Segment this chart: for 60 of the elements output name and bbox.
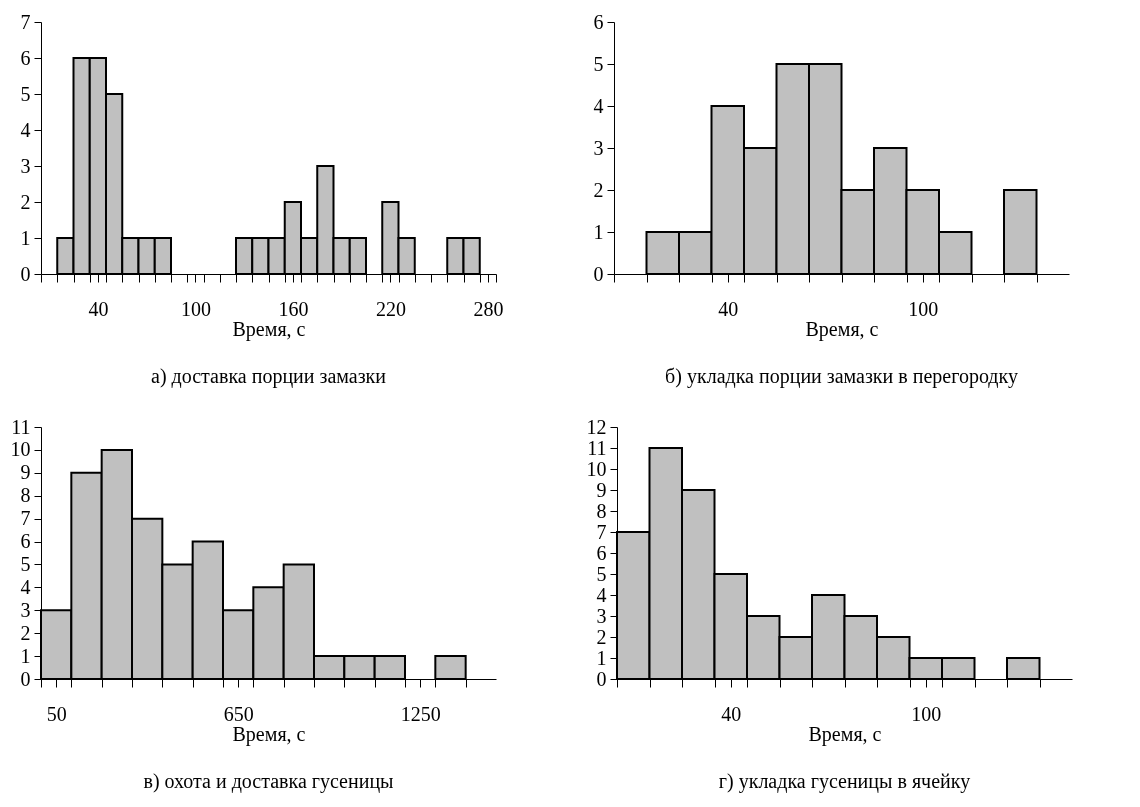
- y-tick-label: 5: [596, 562, 607, 585]
- x-axis-title: Время, с: [805, 317, 879, 341]
- y-tick-label: 11: [11, 415, 31, 438]
- text: г) укладка гусеницы в ячейку: [718, 770, 971, 793]
- y-tick-label: 0: [20, 262, 31, 285]
- x-tick-label: 1250: [400, 702, 441, 725]
- x-axis-title: Время, с: [232, 317, 306, 341]
- x-tick-label: 220: [375, 297, 406, 320]
- y-tick-label: 9: [20, 461, 31, 484]
- y-tick-label: 7: [20, 507, 31, 530]
- text: в) охота и доставка гусеницы: [143, 770, 394, 793]
- y-tick-label: 7: [596, 520, 607, 543]
- y-tick-label: 8: [20, 484, 31, 507]
- y-tick-label: 1: [20, 226, 31, 249]
- y-tick-label: 0: [593, 262, 604, 285]
- y-tick-label: 3: [20, 154, 31, 177]
- x-tick-label: 100: [908, 297, 939, 320]
- x-tick-label: 50: [46, 702, 67, 725]
- y-tick-label: 3: [596, 604, 607, 627]
- y-tick-label: 10: [10, 438, 31, 461]
- x-tick-label: 160: [278, 297, 309, 320]
- y-tick-label: 6: [20, 530, 31, 553]
- y-tick-label: 8: [596, 499, 607, 522]
- y-tick-label: 1: [593, 220, 604, 243]
- y-tick-label: 5: [20, 552, 31, 575]
- y-tick-label: 1: [20, 644, 31, 667]
- y-tick-label: 10: [586, 457, 607, 480]
- x-tick-label: 650: [223, 702, 254, 725]
- x-tick-label: 40: [718, 297, 739, 320]
- y-tick-label: 6: [20, 46, 31, 69]
- x-tick-label: 40: [721, 702, 742, 725]
- y-tick-label: 6: [593, 10, 604, 33]
- x-axis-title: Время, с: [232, 722, 306, 746]
- y-tick-label: 4: [596, 583, 607, 606]
- y-tick-label: 2: [20, 190, 31, 213]
- y-tick-label: 6: [596, 541, 607, 564]
- x-tick-label: 100: [180, 297, 211, 320]
- y-tick-label: 3: [593, 136, 604, 159]
- y-tick-label: 4: [20, 575, 31, 598]
- y-tick-label: 5: [20, 82, 31, 105]
- y-tick-label: 2: [20, 621, 31, 644]
- y-tick-label: 0: [20, 667, 31, 690]
- text: а) доставка порции замазки: [151, 365, 387, 388]
- y-tick-label: 2: [593, 178, 604, 201]
- y-tick-label: 4: [593, 94, 604, 117]
- y-tick-label: 2: [596, 625, 607, 648]
- y-tick-label: 9: [596, 478, 607, 501]
- y-tick-label: 4: [20, 118, 31, 141]
- x-tick-label: 100: [911, 702, 942, 725]
- x-tick-label: 280: [473, 297, 504, 320]
- y-tick-label: 0: [596, 667, 607, 690]
- y-tick-label: 1: [596, 646, 607, 669]
- x-axis-title: Время, с: [808, 722, 882, 746]
- y-tick-label: 7: [20, 10, 31, 33]
- y-tick-label: 12: [586, 415, 607, 438]
- x-tick-label: 40: [88, 297, 109, 320]
- y-tick-label: 5: [593, 52, 604, 75]
- text: б) укладка порции замазки в перегородку: [665, 365, 1018, 388]
- y-tick-label: 3: [20, 598, 31, 621]
- y-tick-label: 11: [587, 436, 607, 459]
